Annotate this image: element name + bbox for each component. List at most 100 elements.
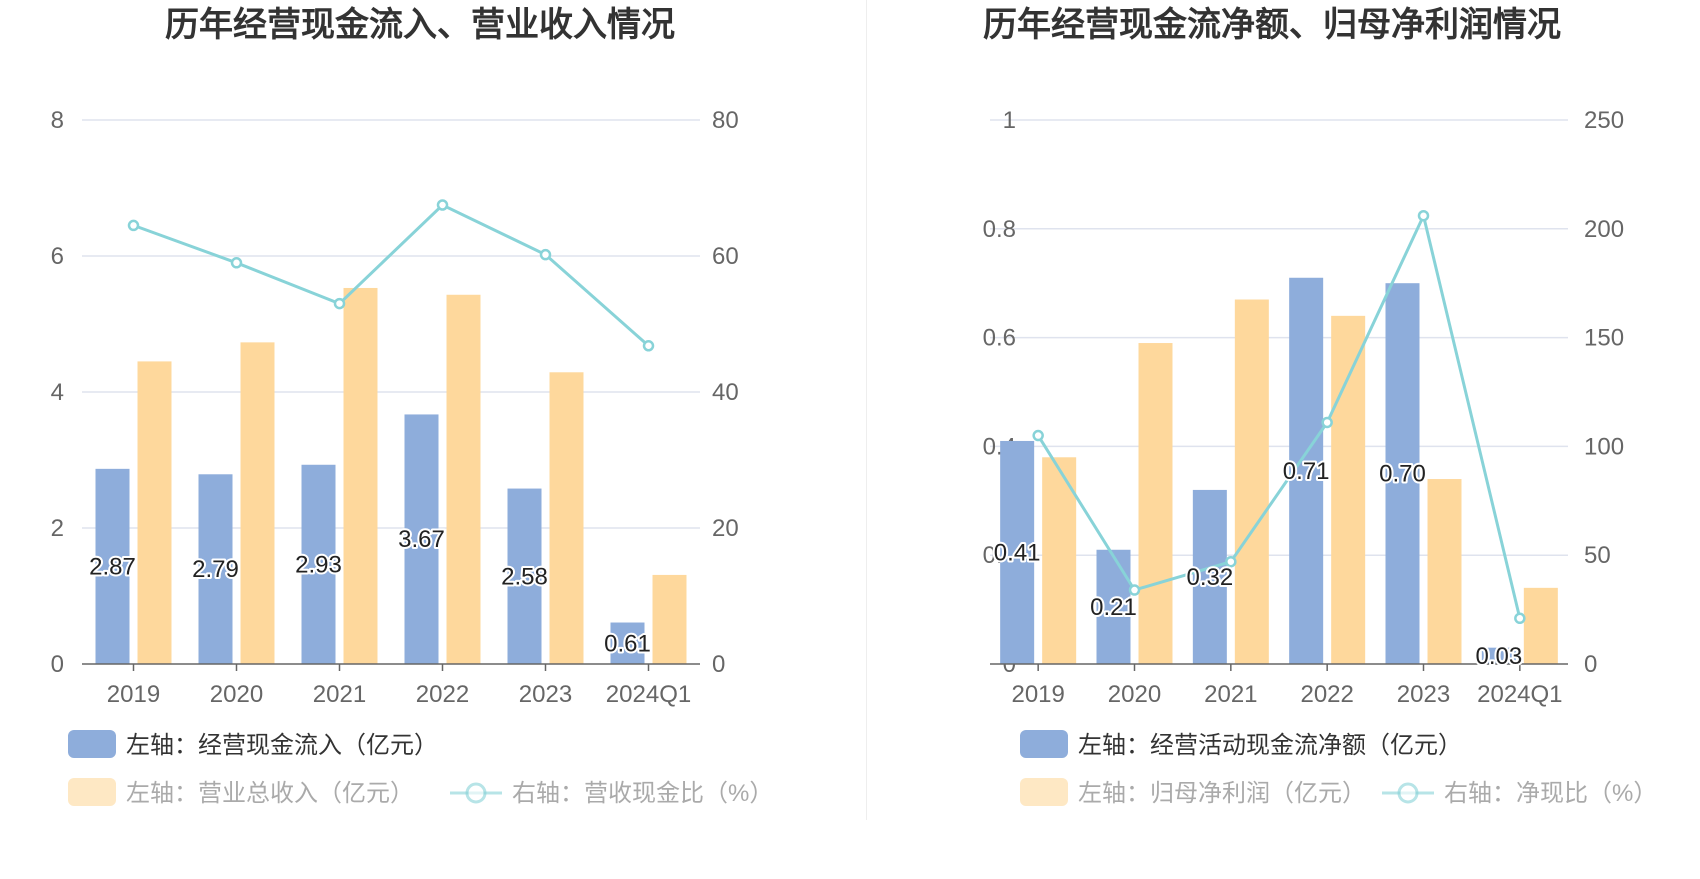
right-axis-tick: 40: [712, 379, 739, 406]
left-axis-tick: 6: [51, 243, 64, 270]
chart-panel-left: 历年经营现金流入、营业收入情况 0 2 4 6 8 0 20 40 60 80 2019 2020 20…: [51, 5, 774, 807]
right-axis-tick: 20: [712, 515, 739, 542]
legend-label-series3: 右轴：营收现金比（%）: [512, 780, 773, 807]
data-label: 0.32: [1186, 564, 1233, 591]
legend-swatch-line-marker: [465, 782, 487, 804]
bar-left-series2-2021: [343, 287, 378, 664]
x-axis-label: 2023: [1397, 681, 1450, 708]
right-axis-tick: 50: [1584, 542, 1611, 569]
right-axis-tick: 60: [712, 243, 739, 270]
bar-left-series2-2023: [549, 372, 584, 664]
bar-left-series1-2022: [404, 414, 439, 664]
bar-right-series2-2023: [1427, 479, 1462, 664]
bar-right-series1-2020: [1096, 549, 1131, 664]
data-label: 2.87: [89, 553, 136, 580]
data-label: 0.03: [1475, 643, 1522, 670]
data-label: 2.58: [501, 563, 548, 590]
data-label: 0.71: [1283, 458, 1330, 485]
data-label: 2.79: [192, 556, 239, 583]
bar-left-series1-2020: [198, 474, 233, 664]
line-point-2020: [1128, 584, 1141, 596]
legend-swatch-line-marker: [1397, 782, 1419, 804]
line-point-2019: [1032, 429, 1044, 442]
left-axis-tick: 2: [51, 515, 64, 542]
chart-title-right: 历年经营现金流净额、归母净利润情况: [983, 5, 1561, 44]
right-axis-tick: 80: [712, 107, 739, 134]
right-axis-tick: 100: [1584, 433, 1624, 460]
chart-title-left: 历年经营现金流入、营业收入情况: [165, 5, 675, 44]
x-axis-label: 2019: [1011, 681, 1064, 708]
x-axis-label: 2019: [107, 681, 160, 708]
bar-left-series1-2023: [507, 488, 542, 664]
left-axis-tick: 0: [51, 651, 64, 678]
left-axis-tick: 1: [1003, 107, 1016, 134]
x-axis-label: 2024Q1: [606, 681, 691, 708]
bar-right-series2-2019: [1042, 457, 1077, 664]
chart-svg-right: 历年经营现金流净额、归母净利润情况 00.20.40.60.8105010015…: [983, 5, 1658, 807]
legend-left: 左轴：经营现金流入（亿元） 左轴：营业总收入（亿元） 右轴：营收现金比（%）: [68, 730, 773, 807]
x-axis-label: 2020: [1108, 681, 1161, 708]
bar-left-series2-2019: [137, 361, 172, 664]
bar-left-series1-2019: [95, 468, 130, 664]
x-axis-label: 2022: [416, 681, 469, 708]
left-axis-tick: 0.6: [983, 325, 1016, 352]
x-axis-label: 2024Q1: [1477, 681, 1562, 708]
legend-label-series2: 左轴：营业总收入（亿元）: [126, 780, 414, 807]
right-axis-tick: 250: [1584, 107, 1624, 134]
legend-swatch-bar2: [68, 778, 116, 806]
legend-swatch-bar2: [1020, 778, 1068, 806]
right-axis-tick: 0: [712, 651, 725, 678]
x-axis-label: 2021: [1204, 681, 1257, 708]
line-point-2022: [1321, 416, 1333, 429]
bar-right-series1-2019: [1000, 440, 1035, 664]
right-axis-tick: 0: [1584, 651, 1597, 678]
line-point-2019: [127, 219, 140, 232]
bar-right-series2-2021: [1234, 299, 1269, 664]
x-axis-label: 2020: [210, 681, 263, 708]
legend-label-series1: 左轴：经营活动现金流净额（亿元）: [1078, 732, 1462, 759]
line-point-2020: [230, 257, 243, 269]
line-point-2024Q1: [1514, 612, 1526, 625]
line-right-series3: [1036, 211, 1522, 619]
legend-swatch-bar1: [68, 730, 116, 758]
line-point-2021: [333, 297, 346, 310]
chart-panel-right: 历年经营现金流净额、归母净利润情况 00.20.40.60.8105010015…: [868, 0, 1700, 874]
bar-right-series1-2024Q1: [1481, 647, 1516, 664]
data-label: 0.61: [604, 630, 651, 657]
right-axis-tick: 200: [1584, 216, 1624, 243]
x-axis-label: 2022: [1300, 681, 1353, 708]
bar-right-series2-2022: [1331, 315, 1366, 664]
bar-left-series2-2024Q1: [652, 574, 687, 664]
line-left-series3: [132, 203, 650, 347]
line-point-2024Q1: [642, 340, 655, 352]
data-label: 0.41: [994, 539, 1041, 566]
legend-label-series1: 左轴：经营现金流入（亿元）: [126, 732, 438, 759]
legend-label-series3: 右轴：净现比（%）: [1444, 780, 1657, 807]
bar-left-series1-2021: [301, 464, 336, 664]
bar-right-series1-2023: [1385, 283, 1420, 664]
x-axis-label: 2023: [519, 681, 572, 708]
line-point-2021: [1225, 555, 1237, 568]
data-label: 2.93: [295, 551, 342, 578]
x-axis-label: 2021: [313, 681, 366, 708]
legend-swatch-bar1: [1020, 730, 1068, 758]
data-label: 0.21: [1090, 594, 1137, 621]
legend-label-series2: 左轴：归母净利润（亿元）: [1078, 780, 1366, 807]
left-axis-tick: 0.8: [983, 216, 1016, 243]
bar-right-series2-2020: [1138, 343, 1173, 664]
bar-left-series1-2024Q1: [610, 622, 645, 664]
panel-divider: [866, 0, 867, 820]
data-label: 0.70: [1379, 461, 1426, 488]
bar-right-series1-2021: [1192, 489, 1227, 664]
data-label: 3.67: [398, 526, 445, 553]
legend-right: 左轴：经营活动现金流净额（亿元） 左轴：归母净利润（亿元） 右轴：净现比（%）: [1020, 730, 1657, 807]
bar-left-series2-2020: [240, 342, 275, 664]
left-axis-tick: 4: [51, 379, 64, 406]
line-point-2023: [539, 248, 552, 261]
left-axis-tick: 8: [51, 107, 64, 134]
bar-left-series2-2022: [446, 294, 481, 664]
line-point-2022: [436, 199, 449, 211]
bar-right-series2-2024Q1: [1523, 587, 1558, 664]
right-axis-tick: 150: [1584, 325, 1624, 352]
